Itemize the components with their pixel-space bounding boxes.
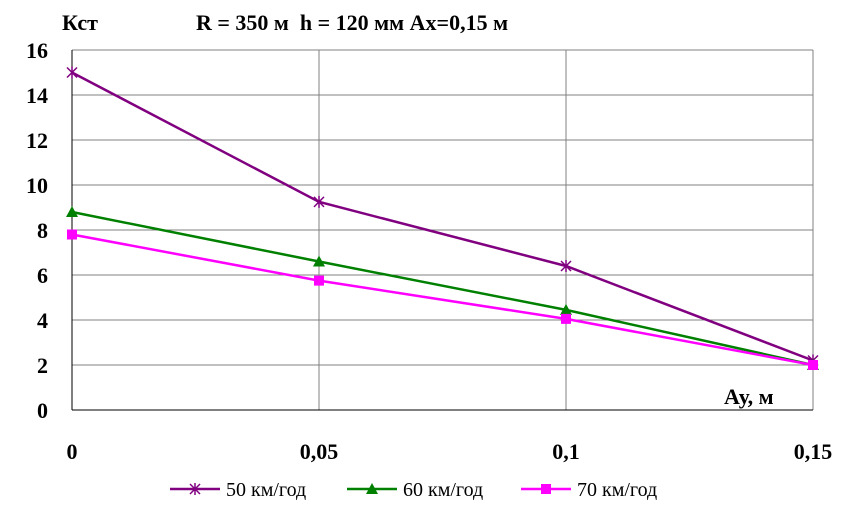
legend-label: 50 км/год bbox=[226, 479, 306, 501]
marker-square bbox=[67, 229, 77, 240]
series-line bbox=[71, 210, 814, 367]
marker-square bbox=[314, 275, 324, 286]
x-tick-label: 0 bbox=[67, 439, 78, 464]
y-tick-label: 0 bbox=[37, 398, 48, 423]
marker-square bbox=[808, 360, 818, 370]
marker-star bbox=[313, 195, 325, 208]
legend-label: 60 км/год bbox=[403, 479, 483, 501]
series-line bbox=[71, 71, 814, 362]
marker-square bbox=[561, 313, 571, 324]
marker-triangle bbox=[313, 255, 325, 267]
y-tick-label: 2 bbox=[37, 353, 48, 378]
marker-triangle bbox=[366, 483, 378, 494]
marker-square bbox=[541, 484, 551, 494]
x-tick-label: 0,15 bbox=[794, 439, 833, 464]
chart-title: R = 350 м h = 120 мм Ах=0,15 м bbox=[196, 10, 508, 35]
y-tick-label: 6 bbox=[37, 263, 48, 288]
x-tick-label: 0,05 bbox=[300, 439, 339, 464]
marker-star bbox=[560, 260, 572, 272]
y-tick-label: 12 bbox=[26, 128, 48, 153]
y-tick-label: 4 bbox=[37, 308, 48, 333]
marker-star bbox=[189, 483, 201, 495]
marker-triangle bbox=[560, 303, 572, 315]
y-tick-label: 16 bbox=[26, 38, 48, 63]
x-tick-label: 0,1 bbox=[552, 439, 580, 464]
marker-triangle bbox=[66, 206, 78, 217]
marker-star bbox=[66, 66, 78, 79]
y-tick-label: 8 bbox=[37, 218, 48, 243]
legend-label: 70 км/год bbox=[577, 479, 657, 501]
x-axis-label: Ау, м bbox=[724, 384, 774, 409]
y-axis-label: Кст bbox=[62, 10, 98, 35]
y-tick-label: 10 bbox=[26, 173, 48, 198]
series-line bbox=[71, 233, 814, 367]
y-tick-label: 14 bbox=[26, 83, 48, 108]
